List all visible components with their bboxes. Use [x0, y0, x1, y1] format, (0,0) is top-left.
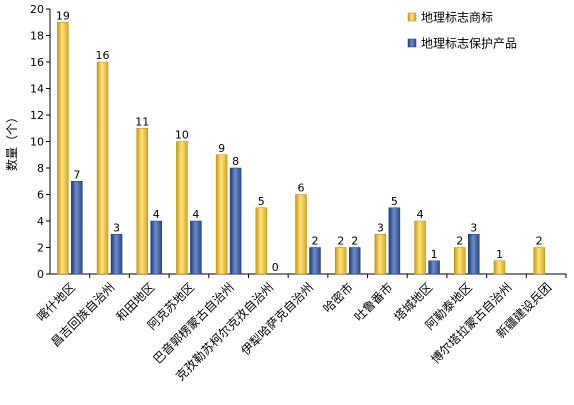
bar-protected-product — [110, 234, 123, 275]
legend-label-trademark: 地理标志商标 — [421, 10, 493, 25]
data-label: 4 — [192, 208, 199, 221]
y-tick-label: 16 — [30, 56, 44, 69]
bar-trademark — [255, 207, 268, 275]
data-label: 1 — [496, 248, 503, 261]
data-label: 6 — [298, 182, 305, 195]
bar-protected-product — [71, 181, 83, 275]
data-label: 2 — [456, 235, 463, 248]
bar-trademark — [215, 154, 228, 275]
category-label: 吐鲁番市 — [351, 280, 396, 325]
y-tick-label: 6 — [37, 189, 44, 202]
bar-trademark — [454, 247, 466, 275]
bar-trademark — [96, 61, 109, 275]
y-tick-label: 2 — [37, 242, 44, 255]
legend-swatch-trademark — [407, 12, 417, 22]
bar-protected-product — [150, 220, 162, 275]
data-label: 7 — [73, 168, 80, 181]
legend-label-protected-product: 地理标志保护产品 — [421, 37, 517, 51]
data-label: 5 — [258, 195, 265, 208]
bar-trademark — [414, 220, 426, 275]
data-label: 8 — [232, 155, 239, 168]
data-label: 5 — [391, 195, 398, 208]
bar-trademark — [533, 247, 545, 275]
bar-trademark — [334, 247, 347, 275]
bar-protected-product — [229, 167, 242, 275]
data-label: 2 — [536, 235, 543, 248]
data-label: 4 — [417, 208, 424, 221]
y-tick-label: 8 — [37, 162, 44, 175]
bar-protected-product — [348, 247, 361, 275]
data-label: 2 — [312, 235, 319, 248]
y-axis-title-group: 数量（个） — [4, 111, 19, 171]
data-label: 2 — [351, 235, 358, 248]
category-label: 哈密市 — [320, 280, 356, 316]
data-label: 10 — [175, 129, 189, 142]
bar-trademark — [295, 194, 307, 275]
data-label: 19 — [56, 9, 70, 22]
bar-trademark — [57, 22, 69, 275]
bar-trademark — [493, 260, 506, 275]
bar-trademark — [176, 141, 188, 275]
y-tick-label: 14 — [30, 83, 44, 96]
y-axis-title: 数量（个） — [4, 111, 19, 171]
bar-protected-product — [388, 207, 401, 275]
legend-swatch-protected-product — [407, 38, 417, 48]
data-label: 2 — [337, 235, 344, 248]
y-tick-label: 4 — [37, 215, 44, 228]
data-label: 1 — [431, 248, 438, 261]
bar-trademark — [136, 128, 148, 275]
data-label: 11 — [135, 115, 149, 128]
category-label: 伊犁哈萨克自治州 — [238, 280, 316, 358]
data-label: 9 — [218, 142, 225, 155]
bar-protected-product — [190, 220, 202, 275]
bar-trademark — [374, 234, 387, 275]
bar-protected-product — [428, 260, 440, 275]
y-tick-label: 18 — [30, 30, 44, 43]
y-tick-label: 20 — [30, 3, 44, 16]
y-tick-label: 10 — [30, 136, 44, 149]
data-label: 3 — [470, 221, 477, 234]
data-label: 16 — [96, 49, 110, 62]
bar-protected-product — [468, 234, 480, 275]
y-tick-label: 0 — [37, 268, 44, 281]
bar-protected-product — [309, 247, 321, 275]
data-label: 3 — [113, 221, 120, 234]
data-label: 0 — [272, 261, 279, 274]
y-tick-label: 12 — [30, 109, 44, 122]
legend: 地理标志商标 地理标志保护产品 — [407, 10, 517, 51]
data-label: 3 — [377, 221, 384, 234]
data-label: 4 — [153, 208, 160, 221]
